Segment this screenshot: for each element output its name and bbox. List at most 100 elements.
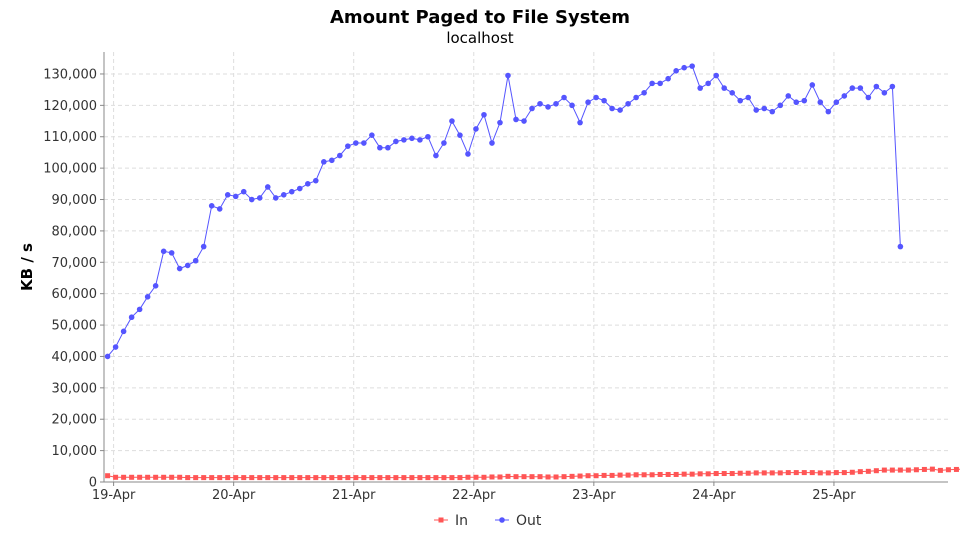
y-tick-label: 120,000: [43, 99, 97, 114]
data-point-out: [593, 94, 599, 101]
data-point-in: [593, 473, 599, 479]
data-point-out: [192, 257, 199, 264]
data-point-in: [105, 473, 111, 479]
data-point-out: [833, 99, 840, 106]
data-point-in: [817, 470, 823, 476]
data-point-out: [425, 133, 431, 140]
data-point-in: [185, 475, 191, 481]
data-point-in: [801, 470, 807, 476]
data-point-in: [441, 475, 447, 481]
data-point-out: [184, 262, 191, 269]
legend-marker-in: [438, 517, 444, 523]
data-point-in: [713, 471, 719, 477]
data-point-in: [129, 474, 135, 480]
y-tick-label: 30,000: [52, 381, 98, 396]
y-tick-label: 130,000: [43, 67, 97, 82]
chart-subtitle: localhost: [446, 29, 513, 47]
data-point-out: [369, 132, 375, 138]
data-point-in: [457, 475, 463, 481]
data-point-in: [393, 475, 399, 481]
data-point-out: [377, 144, 383, 151]
data-point-out: [633, 94, 639, 101]
data-point-out: [433, 152, 439, 159]
data-point-out: [601, 97, 607, 104]
data-point-out: [585, 99, 591, 106]
data-point-out: [401, 137, 407, 143]
data-point-in: [313, 475, 319, 481]
data-point-out: [513, 116, 519, 123]
grid: [104, 52, 948, 482]
data-point-in: [585, 473, 591, 479]
data-point-out: [841, 93, 848, 99]
data-point-out: [769, 108, 776, 115]
data-point-in: [721, 471, 727, 477]
data-point-in: [929, 466, 935, 472]
data-point-out: [104, 353, 111, 360]
data-point-in: [649, 472, 655, 478]
x-tick-label: 21-Apr: [332, 488, 376, 503]
data-point-in: [761, 470, 767, 476]
data-point-out: [721, 85, 728, 91]
data-point-in: [617, 472, 623, 478]
data-point-out: [753, 107, 760, 113]
data-point-in: [665, 471, 671, 477]
data-point-in: [689, 471, 695, 477]
data-point-out: [689, 63, 695, 69]
data-point-out: [873, 83, 880, 90]
data-point-in: [225, 475, 231, 481]
data-point-out: [264, 184, 271, 190]
data-point-in: [505, 473, 511, 479]
data-point-out: [144, 294, 151, 300]
data-point-in: [489, 474, 495, 480]
data-point-out: [473, 126, 479, 132]
data-point-in: [777, 470, 783, 476]
data-point-in: [577, 473, 583, 479]
data-point-out: [465, 151, 471, 157]
data-point-in: [305, 475, 311, 481]
x-tick-label: 22-Apr: [452, 488, 496, 503]
data-point-out: [216, 206, 223, 212]
data-point-out: [793, 99, 800, 106]
data-point-out: [280, 192, 287, 198]
legend-item-in: In: [434, 513, 468, 529]
data-point-out: [385, 144, 391, 151]
data-point-out: [449, 118, 455, 124]
data-point-in: [745, 470, 751, 476]
data-point-out: [577, 119, 583, 126]
data-point-out: [417, 137, 423, 143]
data-point-out: [817, 99, 824, 106]
x-tick-label: 19-Apr: [92, 488, 136, 503]
data-point-in: [841, 470, 847, 476]
data-point-in: [857, 469, 863, 475]
data-point-out: [713, 72, 719, 79]
data-point-in: [785, 470, 791, 476]
data-point-out: [761, 105, 768, 112]
data-point-in: [449, 475, 455, 481]
series-in: [105, 466, 960, 481]
data-point-in: [121, 474, 127, 480]
data-point-out: [665, 75, 671, 82]
data-point-in: [561, 474, 567, 480]
legend-marker-out: [499, 517, 505, 523]
data-point-in: [145, 474, 151, 480]
data-point-in: [193, 475, 199, 481]
data-point-in: [625, 472, 631, 478]
data-point-out: [409, 135, 415, 142]
data-point-in: [273, 475, 279, 481]
y-tick-label: 70,000: [52, 256, 98, 271]
data-point-out: [457, 132, 463, 138]
legend: In Out: [434, 513, 542, 529]
data-point-in: [345, 475, 351, 481]
data-point-in: [937, 467, 943, 473]
data-point-out: [337, 152, 343, 159]
data-point-in: [465, 474, 471, 480]
data-point-out: [232, 193, 239, 200]
data-point-in: [633, 472, 639, 478]
data-point-in: [945, 467, 951, 473]
data-point-in: [337, 475, 343, 481]
data-point-out: [112, 344, 119, 350]
data-point-in: [425, 475, 431, 481]
x-tick-label: 25-Apr: [812, 488, 856, 503]
